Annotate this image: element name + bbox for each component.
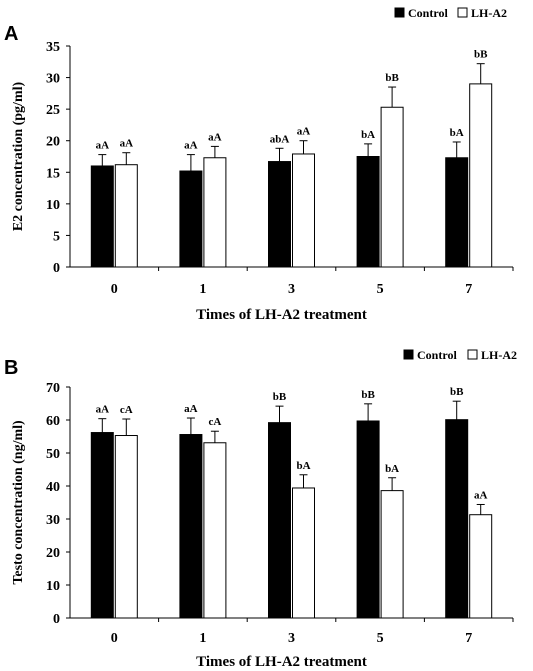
- bar-lh-a2: [292, 153, 315, 268]
- y-tick-label: 50: [46, 447, 60, 462]
- significance-label: aA: [96, 404, 110, 416]
- bar-lh-a2: [292, 487, 315, 619]
- bar-control: [90, 165, 114, 268]
- bar-lh-a2: [114, 164, 138, 268]
- y-tick-label: 10: [46, 579, 60, 594]
- y-tick-label: 60: [46, 414, 60, 429]
- chart-panel-b: 0 10 20 30 40 50 60 70 0 1 3 5 7 aA aA bB bB bB cA cA bA bA aA…: [11, 348, 517, 670]
- x-axis-label: Times of LH-A2 treatment: [196, 307, 367, 323]
- significance-label: bB: [273, 391, 287, 403]
- x-tick-label: 0: [111, 282, 118, 297]
- bar-lh-a2: [380, 490, 404, 619]
- y-tick-label: 10: [46, 198, 60, 213]
- significance-label: bA: [450, 127, 464, 139]
- y-tick-label: 20: [46, 546, 60, 561]
- bar-control: [445, 419, 469, 619]
- legend-swatch-control: [394, 7, 405, 18]
- bar-lh-a2: [469, 83, 493, 268]
- x-tick-label: 5: [377, 282, 384, 297]
- significance-label: bB: [361, 389, 375, 401]
- panel-letter-b: B: [4, 357, 18, 379]
- bar-lh-a2: [380, 106, 404, 268]
- significance-label: aA: [208, 131, 222, 143]
- bar-control: [179, 170, 203, 268]
- significance-label: aA: [184, 403, 198, 415]
- bar-control: [268, 422, 291, 619]
- y-axis-label: E2 concentration (pg/ml): [11, 82, 26, 232]
- x-tick-label: 0: [111, 631, 118, 646]
- bar-lh-a2: [114, 435, 138, 619]
- bar-control: [179, 434, 203, 619]
- significance-label: bA: [361, 129, 375, 141]
- bar-control: [268, 161, 291, 268]
- bar-control: [90, 432, 114, 619]
- legend-swatch-control: [403, 349, 414, 360]
- y-tick-label: 20: [46, 135, 60, 150]
- x-tick-label: 1: [199, 631, 206, 646]
- y-tick-label: 5: [53, 229, 60, 244]
- significance-label: aA: [297, 126, 311, 138]
- significance-label: abA: [270, 133, 290, 145]
- significance-label: cA: [120, 404, 133, 416]
- x-tick-label: 1: [199, 282, 206, 297]
- y-tick-label: 30: [46, 72, 60, 87]
- y-tick-label: 30: [46, 513, 60, 528]
- significance-label: bB: [385, 72, 399, 84]
- y-tick-label: 0: [53, 612, 60, 627]
- x-tick-label: 7: [465, 631, 472, 646]
- significance-label: aA: [474, 489, 488, 501]
- legend-swatch-lh-a2: [467, 349, 478, 360]
- legend-swatch-lh-a2: [457, 7, 468, 18]
- significance-label: bA: [385, 463, 399, 475]
- bar-lh-a2: [203, 442, 227, 619]
- legend-label-control: Control: [408, 6, 448, 20]
- y-tick-label: 70: [46, 381, 60, 396]
- y-tick-label: 0: [53, 261, 60, 276]
- x-tick-label: 3: [288, 631, 295, 646]
- significance-label: cA: [208, 416, 221, 428]
- significance-label: bB: [474, 49, 488, 61]
- y-tick-label: 35: [46, 40, 60, 55]
- bar-control: [356, 156, 380, 268]
- bar-lh-a2: [203, 157, 227, 268]
- x-tick-label: 5: [377, 631, 384, 646]
- significance-label: bB: [450, 386, 464, 398]
- y-tick-label: 40: [46, 480, 60, 495]
- bar-lh-a2: [469, 514, 493, 619]
- y-tick-label: 25: [46, 103, 60, 118]
- significance-label: aA: [184, 140, 198, 152]
- legend-label-control: Control: [417, 348, 457, 362]
- significance-label: aA: [120, 138, 134, 150]
- x-tick-label: 7: [465, 282, 472, 297]
- x-tick-label: 3: [288, 282, 295, 297]
- legend-label-lh-a2: LH-A2: [471, 6, 507, 20]
- y-axis-label: Testo concentration (ng/ml): [11, 420, 26, 585]
- significance-label: bA: [296, 460, 310, 472]
- bar-control: [445, 157, 469, 268]
- panel-letter-a: A: [4, 23, 18, 45]
- bar-control: [356, 420, 380, 619]
- x-axis-label: Times of LH-A2 treatment: [196, 654, 367, 670]
- y-tick-label: 15: [46, 166, 60, 181]
- legend-label-lh-a2: LH-A2: [481, 348, 517, 362]
- significance-label: aA: [96, 140, 110, 152]
